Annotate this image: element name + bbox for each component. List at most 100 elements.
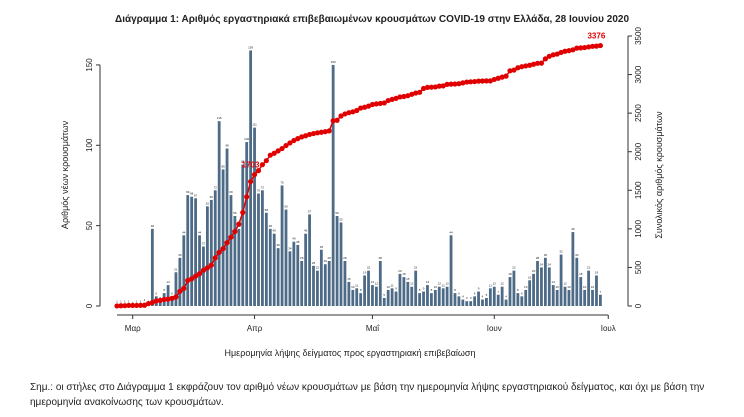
cumulative-point xyxy=(196,271,203,277)
bar xyxy=(488,288,492,306)
cumulative-point xyxy=(507,68,513,74)
bar xyxy=(516,293,520,306)
bar-value-label: 10 xyxy=(524,285,528,289)
bar xyxy=(449,235,453,306)
bar xyxy=(166,285,170,306)
cumulative-point xyxy=(487,78,493,84)
cumulative-point xyxy=(299,134,305,140)
bar-value-label: 56 xyxy=(233,211,237,215)
bar xyxy=(492,286,496,306)
bar xyxy=(457,296,461,306)
bar-value-label: 10 xyxy=(351,285,355,289)
bar xyxy=(335,216,339,306)
bar xyxy=(547,267,551,306)
bar xyxy=(257,193,260,306)
bar-value-label: 44 xyxy=(449,230,453,234)
bar xyxy=(453,293,457,306)
bar-value-label: 46 xyxy=(571,227,575,231)
bar xyxy=(178,257,182,306)
y2-axis-label: Συνολικός αριθμός κρουσμάτων xyxy=(654,111,664,239)
bar xyxy=(304,233,308,306)
bar xyxy=(217,121,221,306)
bar xyxy=(536,261,539,306)
cumulative-point xyxy=(554,51,560,57)
bar xyxy=(319,249,323,306)
cumulative-point xyxy=(322,129,328,135)
bar-value-label: 67 xyxy=(194,193,198,197)
cumulative-point xyxy=(546,53,552,59)
cumulative-point xyxy=(365,103,372,109)
bar-value-label: 22 xyxy=(512,266,516,270)
bar-value-label: 57 xyxy=(308,209,312,213)
cumulative-point xyxy=(401,93,407,100)
bar xyxy=(233,216,237,306)
bar xyxy=(351,289,355,306)
bar-value-label: 20 xyxy=(532,269,536,273)
cumulative-point xyxy=(314,130,321,136)
cumulative-point xyxy=(130,302,136,309)
bar-value-label: 1 xyxy=(116,299,118,303)
bar-value-label: 6 xyxy=(155,291,157,295)
cumulative-point xyxy=(358,105,364,111)
cumulative-point xyxy=(519,64,525,70)
cumulative-point xyxy=(212,255,218,261)
bar-value-label: 58 xyxy=(265,208,269,212)
bar-value-label: 13 xyxy=(371,280,375,284)
bar xyxy=(182,235,186,306)
bar-value-label: 6 xyxy=(474,291,476,295)
bar-value-label: 2 xyxy=(144,298,146,302)
cumulative-point xyxy=(373,101,379,107)
bar xyxy=(186,195,190,306)
bar xyxy=(382,297,386,306)
cumulative-point xyxy=(216,249,222,255)
bar-value-label: 30 xyxy=(575,253,579,257)
cumulative-point xyxy=(228,234,234,240)
cumulative-point xyxy=(432,84,438,90)
bar xyxy=(532,273,535,306)
bar xyxy=(398,273,402,306)
cumulative-point xyxy=(189,276,195,282)
bar-value-label: 35 xyxy=(320,245,324,249)
bar xyxy=(300,261,304,306)
bar-value-label: 72 xyxy=(214,185,218,189)
bar-value-label: 25 xyxy=(312,261,316,265)
y-tick-label: 50 xyxy=(85,221,94,230)
bar xyxy=(528,280,532,306)
cumulative-point xyxy=(165,296,171,302)
cumulative-point xyxy=(491,76,497,83)
cumulative-point xyxy=(582,44,588,51)
cumulative-point xyxy=(303,133,309,139)
bar xyxy=(355,288,359,306)
cumulative-point xyxy=(354,107,360,114)
bar xyxy=(555,289,559,306)
cumulative-point xyxy=(342,111,348,117)
bar-value-label: 3 xyxy=(466,296,468,300)
bar-value-label: 10 xyxy=(386,285,390,289)
footnote: Σημ.: οι στήλες στο Διάγραμμα 1 εκφράζου… xyxy=(30,382,705,408)
bar xyxy=(241,164,245,306)
cumulative-point xyxy=(428,84,434,90)
cumulative-point xyxy=(122,303,128,309)
bar xyxy=(575,257,579,306)
bar-value-label: 8 xyxy=(454,288,456,292)
bar xyxy=(394,291,398,306)
bar xyxy=(508,277,512,306)
cumulative-point xyxy=(405,93,411,99)
bar xyxy=(543,257,547,306)
y2-tick-label: 2000 xyxy=(634,142,643,160)
bar-value-label: 8 xyxy=(163,288,165,292)
cumulative-value-label: 1703 xyxy=(242,161,260,170)
cumulative-point xyxy=(542,56,548,62)
bar-value-label: 30 xyxy=(178,253,182,257)
bar-value-label: 150 xyxy=(331,60,336,64)
bar-value-label: 40 xyxy=(292,237,296,241)
chart: Διάγραμμα 1: Αριθμός εργαστηριακά επιβεβ… xyxy=(60,14,664,358)
cumulative-point xyxy=(393,95,399,102)
cumulative-point xyxy=(334,117,340,123)
bar xyxy=(465,301,469,306)
bar xyxy=(473,296,477,306)
cumulative-point xyxy=(271,150,277,156)
cumulative-point xyxy=(181,285,187,292)
bar-value-label: 19 xyxy=(595,270,599,274)
